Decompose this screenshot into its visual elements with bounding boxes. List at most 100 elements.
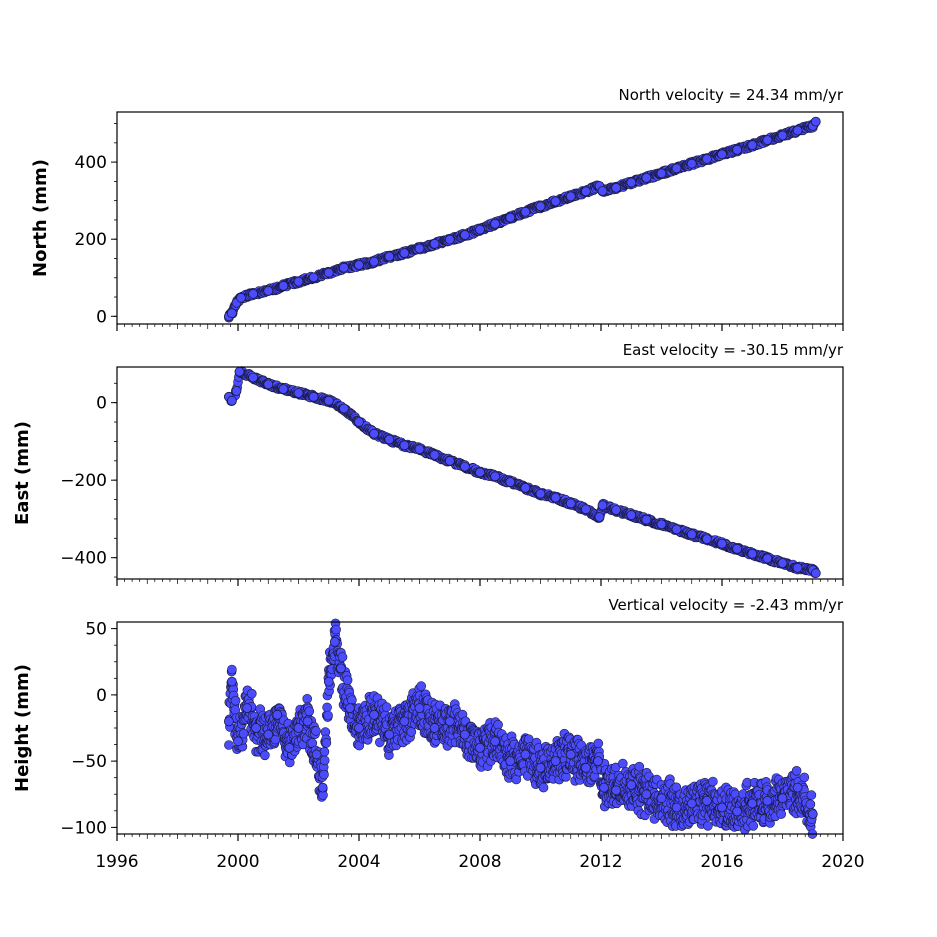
data-point (414, 703, 425, 713)
data-point (227, 664, 237, 675)
data-point (260, 750, 270, 761)
data-point (429, 723, 440, 733)
data-point (335, 663, 346, 674)
data-point (686, 529, 697, 540)
data-point (611, 182, 621, 193)
y-tick-label: 200 (75, 230, 107, 250)
data-point (475, 467, 485, 478)
data-point (354, 417, 364, 427)
data-point (747, 140, 758, 151)
east-axes-frame (116, 366, 844, 580)
data-point (565, 191, 576, 202)
x-tick-label: 2004 (337, 852, 380, 872)
data-point (322, 702, 332, 713)
data-point (520, 749, 531, 760)
data-point (384, 251, 395, 262)
data-point (792, 782, 803, 793)
data-point (414, 444, 425, 455)
data-point (702, 796, 712, 806)
data-point (520, 206, 531, 217)
data-point (535, 201, 546, 212)
data-point (323, 267, 334, 278)
data-point (224, 740, 234, 750)
data-point (304, 706, 315, 717)
height-panel: Vertical velocity = -2.43 mm/yr Height (… (12, 596, 865, 872)
data-point (535, 762, 546, 773)
data-point (581, 504, 591, 515)
data-point (505, 756, 516, 766)
data-point (247, 688, 257, 699)
data-point (444, 716, 455, 727)
height-axes-frame (116, 621, 844, 835)
data-point (226, 676, 237, 687)
data-point (338, 262, 349, 273)
data-point (617, 758, 628, 769)
east-y-ticks: −400 −200 0 (60, 382, 117, 578)
data-point (319, 769, 329, 780)
east-velocity-title: East velocity = -30.15 mm/yr (623, 341, 844, 359)
data-point (656, 793, 667, 804)
data-point (251, 723, 262, 733)
data-point (599, 782, 609, 793)
data-point (520, 482, 531, 493)
data-point (626, 177, 637, 188)
data-point (732, 144, 742, 155)
data-point (406, 727, 417, 737)
north-velocity-title: North velocity = 24.34 mm/yr (619, 86, 844, 104)
data-point (747, 798, 758, 809)
data-point (230, 695, 241, 706)
data-point (429, 450, 440, 460)
data-point (550, 492, 561, 503)
data-point (799, 772, 810, 783)
y-tick-label: 50 (85, 620, 107, 640)
data-point (702, 534, 712, 544)
data-point (444, 455, 455, 466)
y-tick-label: −100 (60, 818, 107, 838)
data-point (354, 260, 364, 270)
data-point (381, 702, 392, 712)
data-point (611, 505, 621, 515)
height-x-ticks: 1996 2000 2004 2008 2012 2016 2020 (95, 834, 865, 872)
data-point (399, 716, 410, 727)
data-point (311, 749, 322, 760)
data-point (416, 681, 427, 691)
data-point (671, 524, 682, 535)
data-point (248, 372, 259, 383)
data-point (807, 809, 818, 819)
data-point (337, 652, 348, 662)
y-tick-label: −400 (60, 549, 107, 569)
data-point (550, 756, 561, 766)
data-point (805, 799, 816, 810)
data-point (278, 384, 289, 395)
data-point (459, 729, 470, 740)
vertical-velocity-title: Vertical velocity = -2.43 mm/yr (608, 596, 843, 614)
data-point (717, 149, 727, 160)
data-point (234, 366, 245, 377)
x-tick-label: 2016 (700, 852, 743, 872)
data-point (791, 765, 802, 776)
data-point (581, 186, 591, 197)
data-point (777, 130, 788, 141)
height-data-points (223, 618, 818, 839)
data-point (708, 776, 718, 787)
x-tick-label: 1996 (95, 852, 138, 872)
data-point (776, 809, 787, 819)
data-point (810, 568, 821, 579)
data-point (656, 519, 667, 530)
data-point (505, 212, 516, 223)
east-data-points (223, 366, 821, 579)
data-point (302, 716, 313, 727)
data-point (384, 729, 395, 740)
data-point (369, 256, 380, 267)
data-point (717, 802, 727, 813)
data-point (329, 637, 340, 647)
data-point (321, 738, 332, 748)
data-point (248, 288, 259, 299)
north-panel: North velocity = 24.34 mm/yr North (mm) … (30, 86, 844, 331)
data-point (263, 379, 274, 390)
data-point (459, 230, 470, 240)
y-tick-label: 0 (96, 307, 107, 327)
north-axes-frame (116, 111, 844, 325)
data-point (806, 790, 817, 800)
